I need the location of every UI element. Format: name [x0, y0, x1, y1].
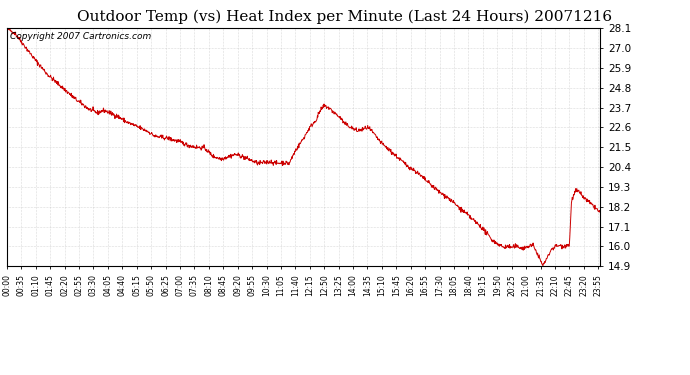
Text: Outdoor Temp (vs) Heat Index per Minute (Last 24 Hours) 20071216: Outdoor Temp (vs) Heat Index per Minute …: [77, 9, 613, 24]
Text: Copyright 2007 Cartronics.com: Copyright 2007 Cartronics.com: [10, 32, 151, 41]
